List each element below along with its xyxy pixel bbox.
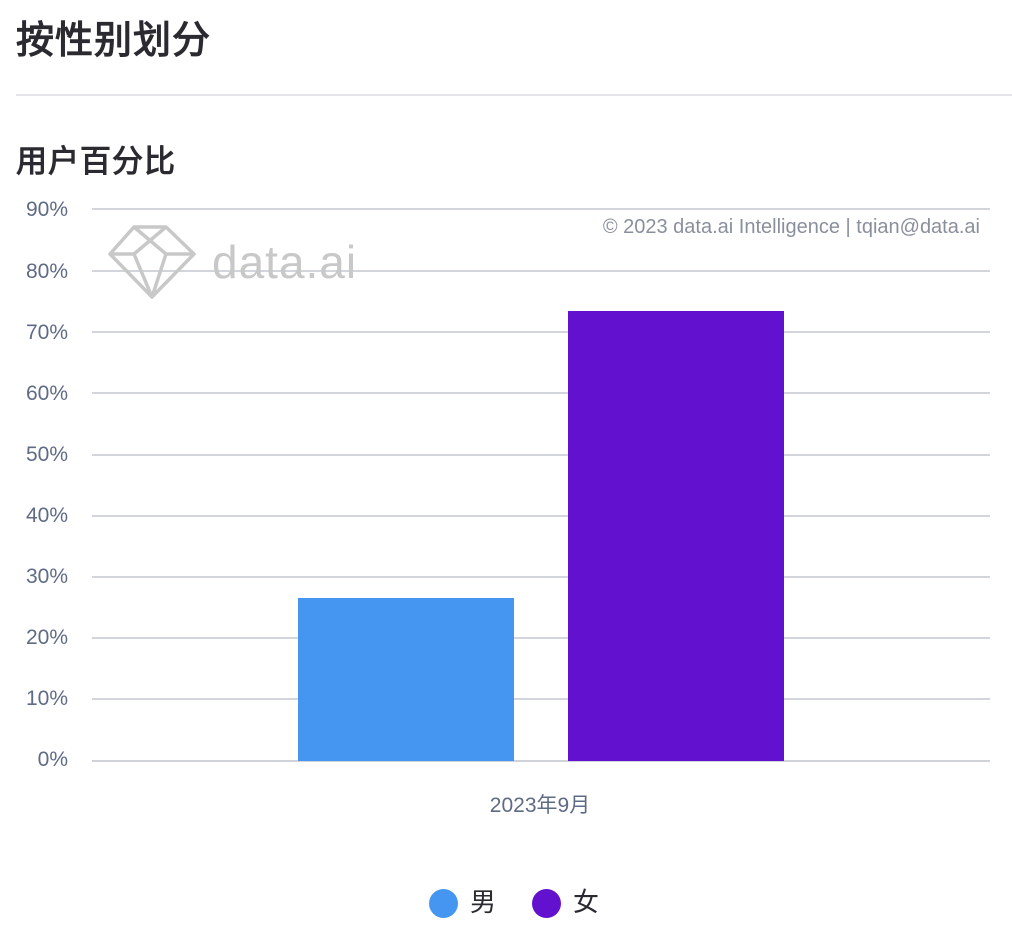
gridline-90 — [92, 208, 990, 210]
page-title: 按性别划分 — [16, 18, 212, 62]
y-tick-label: 50% — [25, 443, 68, 466]
y-tick-label: 20% — [25, 626, 68, 649]
gridline-60 — [92, 392, 990, 394]
x-axis-baseline — [92, 760, 990, 762]
gridline-70 — [92, 331, 990, 333]
gridline-50 — [92, 454, 990, 456]
y-tick-label: 70% — [25, 321, 68, 344]
legend-dot-icon — [428, 888, 458, 918]
watermark-text: data.ai — [212, 236, 358, 288]
watermark: data.ai — [108, 224, 357, 300]
y-tick-label: 10% — [25, 687, 68, 710]
gridline-30 — [92, 576, 990, 578]
gridline-80 — [92, 270, 990, 272]
gridline-10 — [92, 698, 990, 700]
gridline-40 — [92, 515, 990, 517]
y-tick-label: 40% — [25, 504, 68, 527]
x-axis-label: 2023年9月 — [489, 794, 591, 817]
legend: 男 女 — [0, 886, 1012, 920]
y-tick-label: 60% — [25, 382, 68, 405]
gridline-20 — [92, 637, 990, 639]
copyright-text: © 2023 data.ai Intelligence | tqian@data… — [602, 216, 980, 238]
y-tick-label: 80% — [25, 260, 68, 283]
header-divider — [16, 94, 1012, 96]
legend-item-male[interactable]: 男 — [428, 886, 496, 920]
y-tick-label: 30% — [25, 565, 68, 588]
diamond-logo-icon — [108, 225, 196, 299]
bar-female[interactable] — [568, 310, 784, 761]
legend-item-female[interactable]: 女 — [532, 886, 599, 920]
bar-male[interactable] — [298, 597, 514, 761]
legend-label: 男 — [469, 888, 496, 918]
y-tick-label: 90% — [25, 198, 68, 221]
legend-label: 女 — [573, 888, 600, 918]
y-tick-label: 0% — [37, 748, 68, 771]
legend-dot-icon — [532, 888, 561, 918]
chart-title: 用户百分比 — [16, 144, 176, 180]
